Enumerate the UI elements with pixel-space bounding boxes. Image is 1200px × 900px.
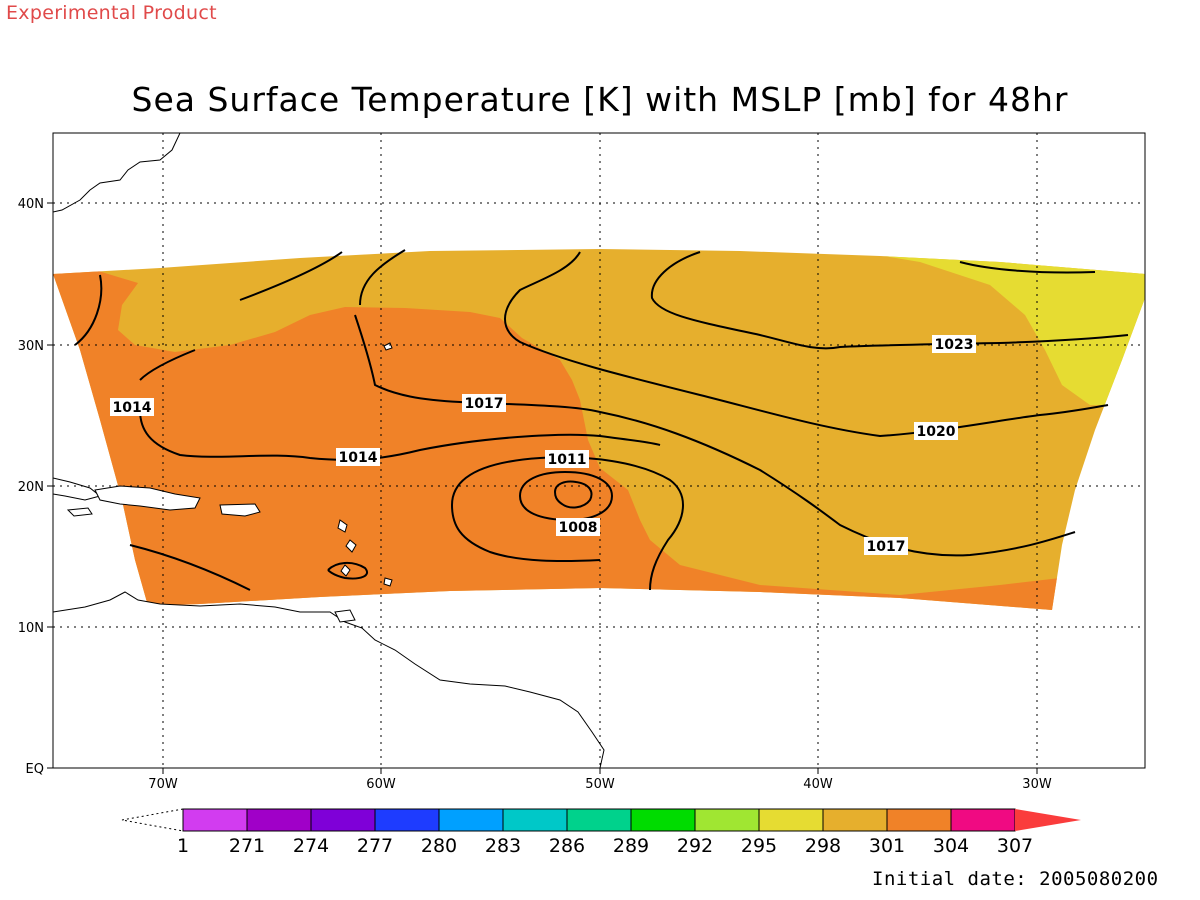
coastlines <box>53 133 605 768</box>
colorbar-left-open-arrow <box>121 808 184 832</box>
plot-frame <box>52 132 1146 769</box>
lat-label: 40N <box>18 197 44 212</box>
isobars <box>74 249 1129 591</box>
colorbar-box <box>694 808 760 832</box>
lat-labels: 40N 30N 20N 10N EQ <box>18 197 44 777</box>
colorbar-labels: 1 271 274 277 280 283 286 289 292 295 298 301 304 307 <box>177 835 1033 857</box>
colorbar-right-arrow <box>1015 809 1081 831</box>
isobar-label: 1014 <box>113 400 152 416</box>
colorbar-box <box>310 808 376 832</box>
lat-label: 20N <box>18 480 44 495</box>
initial-date: Initial date: 2005080200 <box>872 868 1159 890</box>
colorbar-label: 1 <box>177 835 189 857</box>
colorbar-label: 292 <box>677 835 713 857</box>
isobar-label: 1017 <box>867 539 906 555</box>
isobar-label: 1008 <box>559 520 598 536</box>
south-america-coast <box>53 591 605 768</box>
lat-label: 10N <box>18 621 44 636</box>
sst-304-region <box>53 270 1060 610</box>
isobar-1011 <box>451 456 684 591</box>
colorbar-box <box>502 808 568 832</box>
isobar-label: 1017 <box>465 396 504 412</box>
lon-label: 70W <box>148 777 178 792</box>
map-plot-area: 1014 1014 1017 1011 1008 1023 1020 1017 <box>53 133 1145 768</box>
colorbar-box <box>374 808 440 832</box>
trinidad-coast <box>334 609 356 623</box>
colorbar-box <box>438 808 504 832</box>
isobar-1026 <box>959 261 1096 274</box>
colorbar: 1 271 274 277 280 283 286 289 292 295 298 301 304 307 <box>121 808 1081 857</box>
axis-ticks <box>47 202 1038 774</box>
colorbar-boxes <box>182 808 1081 832</box>
isobar-1020 <box>239 251 1109 438</box>
map-title: Sea Surface Temperature [K] with MSLP [m… <box>131 80 1069 119</box>
colorbar-label: 274 <box>293 835 329 857</box>
puerto-rico-coast <box>219 503 261 517</box>
colorbar-box <box>822 808 888 832</box>
colorbar-label: 301 <box>869 835 905 857</box>
colorbar-box <box>758 808 824 832</box>
lat-label: 30N <box>18 339 44 354</box>
lon-label: 50W <box>585 777 615 792</box>
colorbar-box <box>950 808 1016 832</box>
isobar-label: 1020 <box>917 424 956 440</box>
isobar-1023 <box>650 251 1129 350</box>
isobar-labels: 1014 1014 1017 1011 1008 1023 1020 1017 <box>110 335 976 555</box>
colorbar-label: 304 <box>933 835 969 857</box>
hispaniola-coast <box>94 485 201 511</box>
north-america-coast <box>53 133 181 213</box>
isobar-1014-south <box>129 544 368 591</box>
isobar-1008-inner <box>553 480 593 509</box>
colorbar-label: 280 <box>421 835 457 857</box>
isobar-1008 <box>518 470 614 522</box>
colorbar-box <box>886 808 952 832</box>
colorbar-label: 283 <box>485 835 521 857</box>
isobar-label: 1014 <box>339 450 378 466</box>
cuba-coast <box>53 477 102 501</box>
sst-298-region <box>860 249 1145 405</box>
colorbar-box <box>182 808 248 832</box>
jamaica-coast <box>66 507 93 517</box>
colorbar-label: 289 <box>613 835 649 857</box>
grid <box>53 133 1145 768</box>
colorbar-label: 295 <box>741 835 777 857</box>
colorbar-box <box>630 808 696 832</box>
colorbar-label: 298 <box>805 835 841 857</box>
colorbar-box <box>246 808 312 832</box>
isobar-1017 <box>354 249 1076 557</box>
experimental-banner: Experimental Product <box>6 2 217 24</box>
colorbar-label: 286 <box>549 835 585 857</box>
lon-label: 30W <box>1022 777 1052 792</box>
lesser-antilles <box>337 519 393 587</box>
colorbar-label: 271 <box>229 835 265 857</box>
lon-label: 40W <box>803 777 833 792</box>
colorbar-box <box>566 808 632 832</box>
isobar-label: 1023 <box>935 337 974 353</box>
isobar-label: 1011 <box>548 452 587 468</box>
colorbar-label: 277 <box>357 835 393 857</box>
lat-label: EQ <box>26 762 44 777</box>
lon-label: 60W <box>366 777 396 792</box>
colorbar-label: 307 <box>997 835 1033 857</box>
lon-labels: 70W 60W 50W 40W 30W <box>148 777 1052 792</box>
